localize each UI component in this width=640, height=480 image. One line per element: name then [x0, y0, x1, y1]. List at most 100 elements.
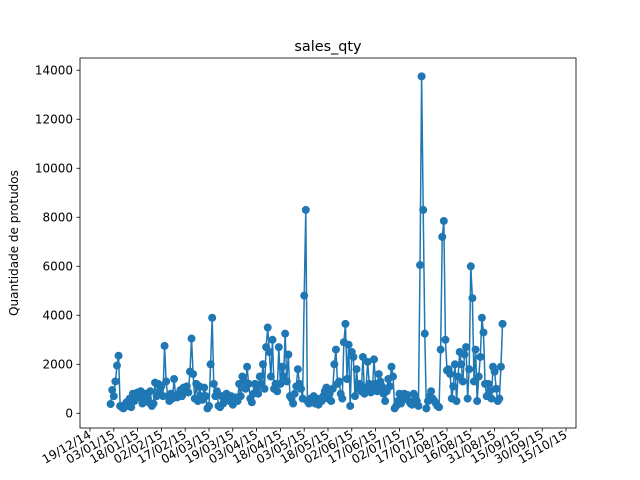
data-point: [327, 397, 336, 406]
data-point: [277, 362, 286, 371]
data-point: [335, 377, 344, 386]
data-point: [427, 387, 436, 396]
data-point: [396, 399, 405, 408]
data-point: [419, 205, 428, 214]
data-point: [293, 365, 302, 374]
data-point: [284, 350, 293, 359]
data-point: [476, 352, 485, 361]
data-point: [212, 387, 221, 396]
data-point: [300, 291, 309, 300]
data-point: [377, 382, 386, 391]
data-point: [344, 340, 353, 349]
data-point: [146, 387, 155, 396]
data-point: [479, 328, 488, 337]
data-point: [450, 360, 459, 369]
plot-area: [106, 72, 507, 413]
data-point: [439, 216, 448, 225]
data-point: [474, 372, 483, 381]
data-point: [471, 345, 480, 354]
data-point: [420, 329, 429, 338]
data-point: [244, 379, 253, 388]
data-point: [189, 370, 198, 379]
data-point: [243, 362, 252, 371]
data-point: [112, 361, 121, 370]
data-point: [206, 360, 215, 369]
data-point: [266, 372, 275, 381]
data-point: [200, 383, 209, 392]
data-point: [416, 261, 425, 270]
data-point: [414, 401, 423, 410]
data-point: [373, 387, 382, 396]
data-point: [138, 399, 147, 408]
data-point: [346, 401, 355, 410]
data-point: [187, 334, 196, 343]
data-point: [452, 397, 461, 406]
data-point: [490, 367, 499, 376]
data-point: [182, 382, 191, 391]
data-point: [473, 397, 482, 406]
data-point: [495, 394, 504, 403]
y-tick-label: 10000: [35, 162, 73, 176]
data-point: [363, 357, 372, 366]
data-point: [263, 323, 272, 332]
data-point: [260, 384, 269, 393]
y-tick-label: 0: [65, 407, 73, 421]
data-point: [268, 335, 277, 344]
data-point: [498, 319, 507, 328]
data-point: [331, 345, 340, 354]
data-point: [297, 384, 306, 393]
data-point: [276, 379, 285, 388]
data-point: [417, 72, 426, 81]
y-tick-label: 12000: [35, 113, 73, 127]
data-point: [201, 392, 210, 401]
data-point: [387, 362, 396, 371]
data-point: [374, 370, 383, 379]
data-point: [160, 341, 169, 350]
data-point: [106, 399, 115, 408]
data-point: [281, 329, 290, 338]
data-point: [170, 374, 179, 383]
y-tick-label: 2000: [42, 358, 73, 372]
data-point: [184, 388, 193, 397]
data-point: [438, 232, 447, 241]
y-tick-label: 14000: [35, 64, 73, 78]
data-point: [466, 262, 475, 271]
data-point: [463, 394, 472, 403]
data-point: [370, 355, 379, 364]
data-point: [350, 392, 359, 401]
data-point: [485, 387, 494, 396]
data-point: [289, 399, 298, 408]
data-point: [209, 379, 218, 388]
data-point: [247, 398, 256, 407]
data-point: [162, 377, 171, 386]
y-tick-label: 6000: [42, 260, 73, 274]
data-point: [322, 383, 331, 392]
data-point: [114, 351, 123, 360]
data-point: [282, 377, 291, 386]
data-point: [389, 372, 398, 381]
data-point: [274, 343, 283, 352]
data-point: [360, 389, 369, 398]
data-point: [462, 343, 471, 352]
data-point: [460, 350, 469, 359]
data-point: [208, 313, 217, 322]
data-point: [108, 386, 117, 395]
data-point: [441, 335, 450, 344]
data-point: [468, 294, 477, 303]
data-point: [449, 382, 458, 391]
data-point: [352, 365, 361, 374]
data-point: [487, 394, 496, 403]
data-point: [157, 382, 166, 391]
data-point: [446, 370, 455, 379]
data-point: [465, 365, 474, 374]
data-point: [301, 205, 310, 214]
data-point: [422, 404, 431, 413]
data-point: [328, 384, 337, 393]
data-point: [358, 352, 367, 361]
data-point: [149, 399, 158, 408]
chart-title: sales_qty: [294, 39, 362, 55]
data-point: [330, 360, 339, 369]
data-point: [255, 372, 264, 381]
y-tick-label: 4000: [42, 309, 73, 323]
